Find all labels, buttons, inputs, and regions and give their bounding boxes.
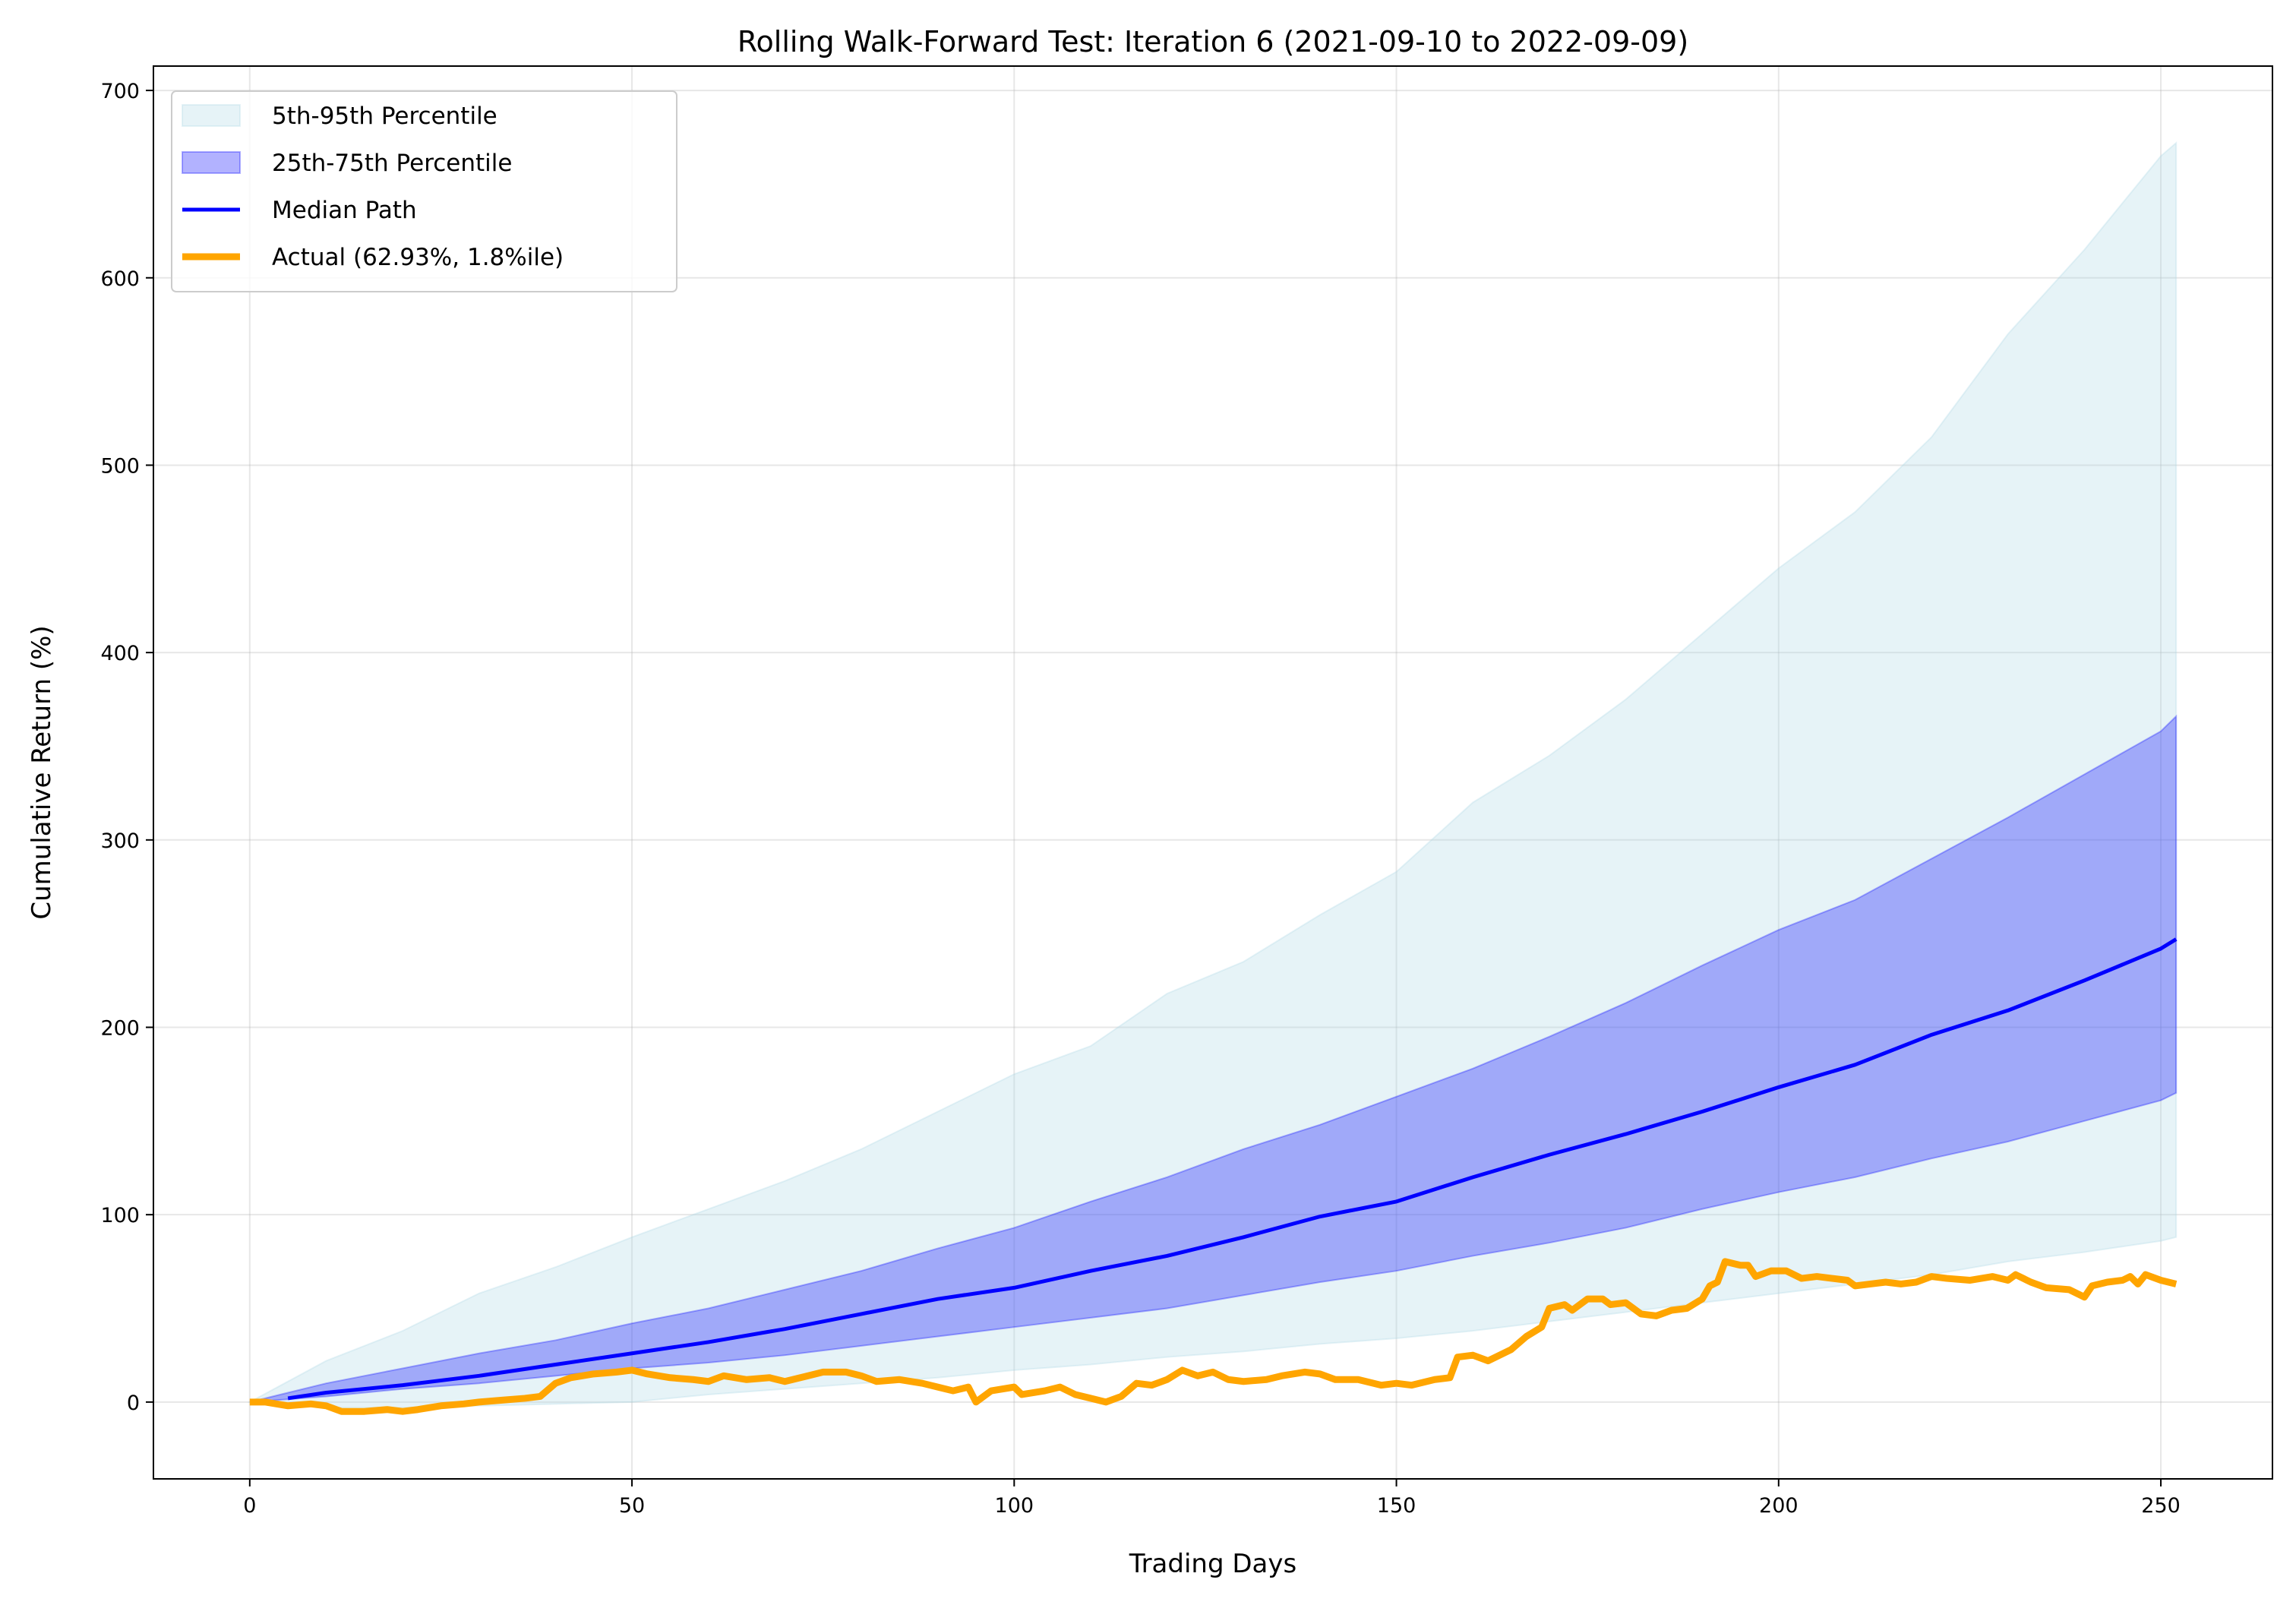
legend-label-3: Actual (62.93%, 1.8%ile): [272, 244, 564, 271]
band-25-75: [249, 714, 2178, 1403]
bands: [247, 141, 2178, 1409]
legend-label-2: Median Path: [272, 197, 417, 224]
y-tick-label: 300: [100, 829, 140, 853]
ticks: 0 50 100 150 200 250 0 100 200 300 400 500 600 700: [100, 80, 2180, 1518]
y-tick-label: 0: [127, 1392, 140, 1415]
y-tick-label: 200: [100, 1016, 140, 1040]
legend-box: [171, 90, 677, 292]
median-line: [287, 937, 2178, 1401]
y-tick-label: 400: [100, 642, 140, 665]
y-tick-label: 500: [100, 454, 140, 478]
plot-frame: [153, 65, 2273, 1480]
legend-swatch-1: [182, 151, 241, 174]
legend-label-1: 25th-75th Percentile: [272, 150, 512, 177]
band-5-95: [247, 141, 2178, 1409]
x-tick-label: 250: [2141, 1494, 2181, 1518]
y-tick-label: 100: [100, 1204, 140, 1227]
x-tick-label: 150: [1377, 1494, 1416, 1518]
y-tick-label: 600: [100, 267, 140, 291]
legend: 5th-95th Percentile 25th-75th Percentile M…: [171, 90, 677, 292]
grid: [153, 66, 2272, 1479]
x-tick-label: 0: [243, 1494, 256, 1518]
y-tick-label: 700: [100, 80, 140, 103]
x-tick-label: 200: [1759, 1494, 1799, 1518]
lines: [249, 937, 2178, 1415]
legend-label-0: 5th-95th Percentile: [272, 103, 497, 130]
x-tick-label: 50: [619, 1494, 645, 1518]
x-tick-label: 100: [995, 1494, 1034, 1518]
legend-swatch-0: [182, 104, 241, 127]
actual-line: [249, 1258, 2178, 1415]
x-axis-label: Trading Days: [1129, 1549, 1296, 1579]
chart-title: Rolling Walk-Forward Test: Iteration 6 (…: [737, 25, 1688, 58]
y-axis-label: Cumulative Return (%): [27, 625, 57, 919]
